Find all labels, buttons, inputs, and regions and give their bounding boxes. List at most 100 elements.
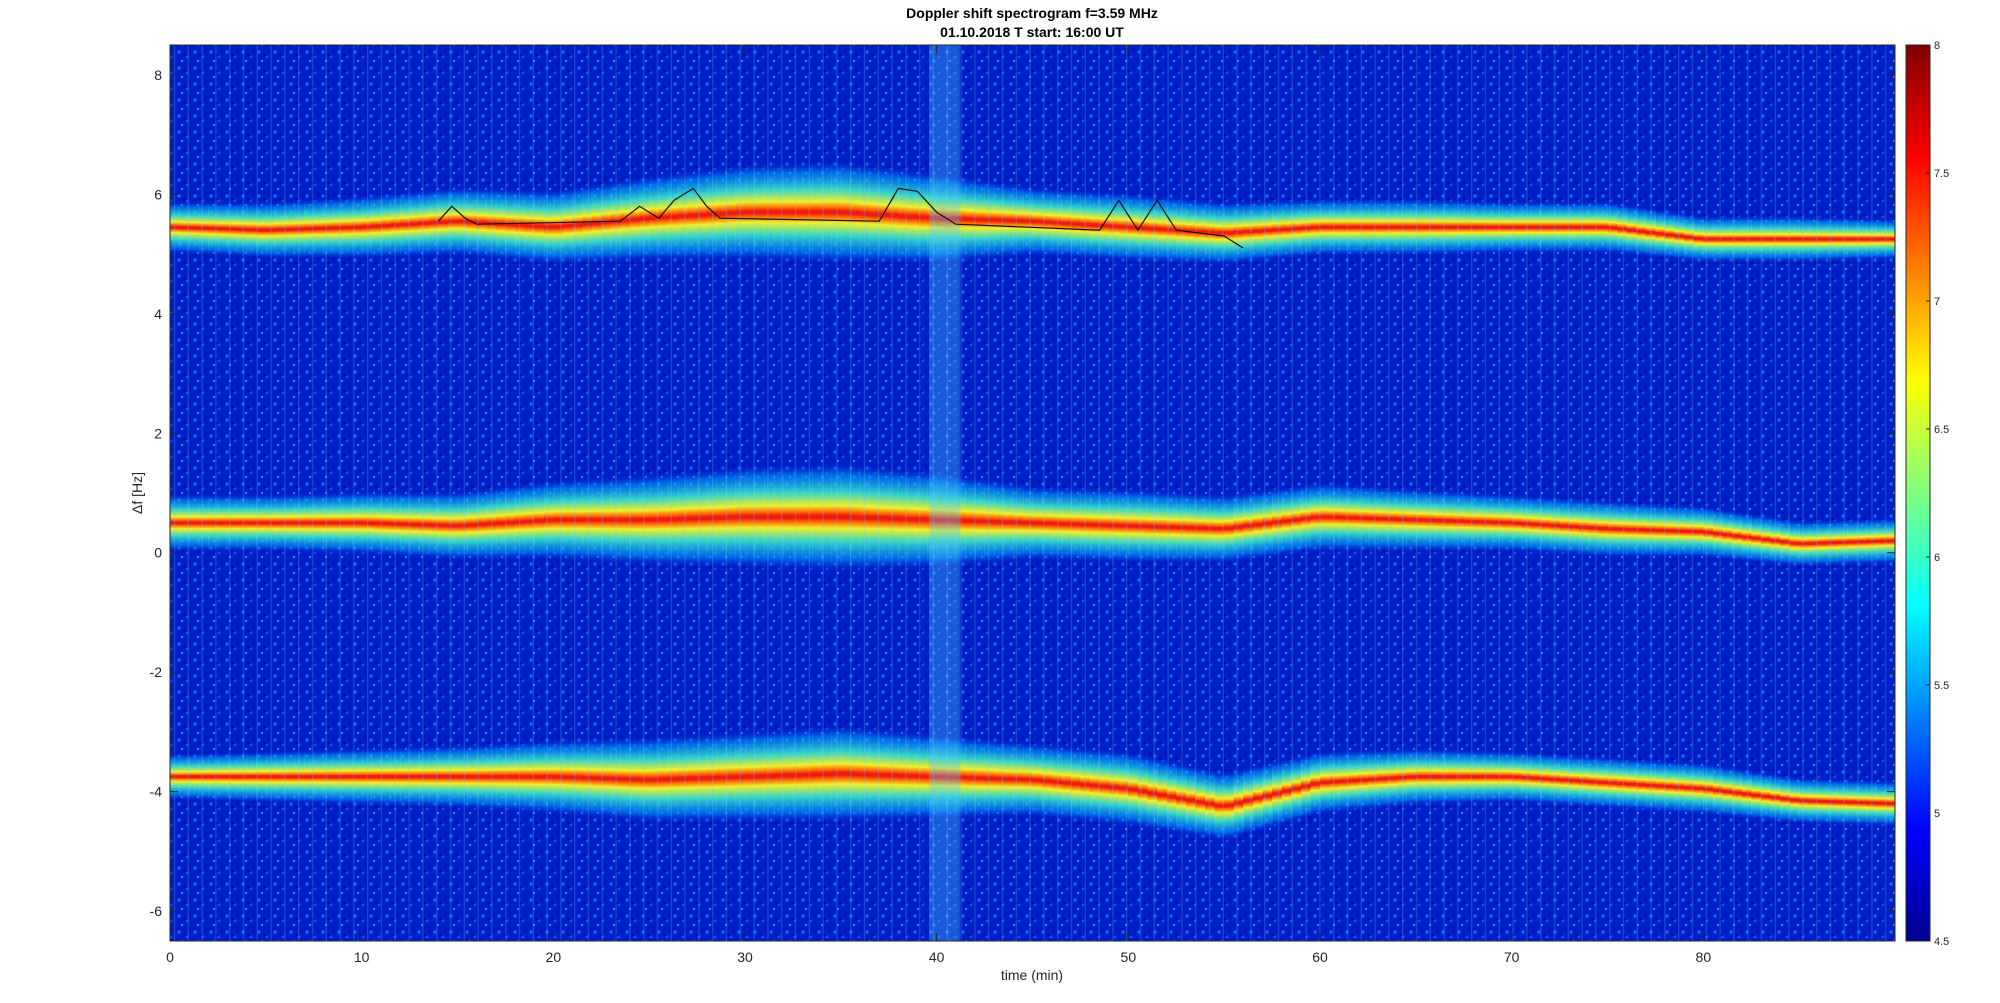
- plot-frame: [169, 44, 1896, 942]
- y-tick-label: 6: [154, 186, 162, 202]
- stripe: [615, 45, 617, 941]
- stripe: [767, 45, 769, 941]
- stripe: [753, 45, 755, 941]
- stripe: [863, 45, 866, 941]
- stripe: [242, 45, 245, 941]
- stripe: [1346, 45, 1349, 941]
- stripe: [1526, 45, 1528, 941]
- stripe: [1057, 45, 1059, 941]
- y-tick-label: -6: [150, 903, 163, 919]
- stripe: [1429, 45, 1431, 941]
- x-tick-label: 80: [1696, 949, 1712, 965]
- stripe: [1360, 45, 1362, 941]
- stripe: [1139, 45, 1142, 941]
- stripe: [1112, 45, 1114, 941]
- stripe: [1415, 45, 1418, 941]
- stripe: [532, 45, 534, 941]
- colorbar-tick-label: 4.5: [1934, 936, 1949, 948]
- stripe: [629, 45, 631, 941]
- stripe: [284, 45, 286, 941]
- stripe: [518, 45, 521, 941]
- stripe: [422, 45, 424, 941]
- stripe: [187, 45, 189, 941]
- x-tick-label: 50: [1121, 949, 1137, 965]
- band-1-core: [170, 210, 1895, 241]
- stripe: [1691, 45, 1694, 941]
- stripe: [298, 45, 300, 941]
- colorbar-ticks: 4.5 5 5.5 6 6.5 7 7.5 8: [1926, 40, 1949, 948]
- x-tick-label: 40: [929, 949, 945, 965]
- stripe: [1540, 45, 1542, 941]
- stripe: [1788, 45, 1790, 941]
- stripe: [1678, 45, 1680, 941]
- stripe: [408, 45, 410, 941]
- stripe: [1181, 45, 1183, 941]
- stripe: [905, 45, 907, 941]
- y-tick-label: 0: [154, 545, 162, 561]
- stripe: [1443, 45, 1445, 941]
- stripe: [1222, 45, 1224, 941]
- y-axis-label: Δf [Hz]: [129, 472, 145, 514]
- band-2-core: [170, 515, 1895, 546]
- x-axis-label: time (min): [1001, 967, 1063, 983]
- stripe: [1208, 45, 1211, 941]
- stripe: [1084, 45, 1086, 941]
- stripe: [587, 45, 590, 941]
- stripe: [1195, 45, 1197, 941]
- stripe: [1816, 45, 1818, 941]
- stripe: [1484, 45, 1487, 941]
- stripe: [988, 45, 990, 941]
- stripe: [1774, 45, 1776, 941]
- stripe: [353, 45, 355, 941]
- x-axis-ticks: 0 10 20 30 40 50 60 70 80: [166, 45, 1711, 965]
- y-axis-ticks: -6 -4 -2 0 2 4 6 8: [150, 67, 1895, 919]
- stripe: [1001, 45, 1004, 941]
- stripe: [1885, 45, 1887, 941]
- stripe: [643, 45, 645, 941]
- stripe: [1595, 45, 1597, 941]
- stripe: [1857, 45, 1859, 941]
- stripe: [173, 45, 176, 941]
- stripe: [574, 45, 576, 941]
- stripe: [1747, 45, 1749, 941]
- stripe: [1581, 45, 1583, 941]
- stripe: [877, 45, 879, 941]
- stripe: [546, 45, 548, 941]
- stripe: [1650, 45, 1652, 941]
- x-tick-label: 60: [1312, 949, 1328, 965]
- stripe: [836, 45, 838, 941]
- stripe: [1070, 45, 1073, 941]
- stripe: [929, 45, 960, 941]
- stripe: [698, 45, 700, 941]
- stripe: [1250, 45, 1252, 941]
- stripe: [684, 45, 686, 941]
- y-tick-label: -4: [150, 784, 163, 800]
- x-tick-label: 30: [737, 949, 753, 965]
- stripe: [1567, 45, 1569, 941]
- stripe: [1098, 45, 1100, 941]
- stripe: [394, 45, 396, 941]
- stripe: [1374, 45, 1376, 941]
- chart-subtitle: 01.10.2018 T start: 16:00 UT: [940, 24, 1124, 40]
- colorbar-tick-label: 7.5: [1934, 168, 1949, 180]
- stripe: [1029, 45, 1031, 941]
- stripe: [256, 45, 258, 941]
- stripe: [270, 45, 272, 941]
- colorbar-tick-label: 8: [1934, 40, 1940, 52]
- stripe: [1277, 45, 1280, 941]
- stripe: [1043, 45, 1045, 941]
- band-3-core: [170, 772, 1895, 809]
- stripe: [1802, 45, 1804, 941]
- stripe: [1512, 45, 1514, 941]
- stripe: [1498, 45, 1500, 941]
- stripe: [822, 45, 824, 941]
- stripe: [725, 45, 728, 941]
- stripe: [1015, 45, 1017, 941]
- stripe: [1264, 45, 1266, 941]
- stripe: [215, 45, 217, 941]
- stripe: [670, 45, 672, 941]
- stripe: [1305, 45, 1307, 941]
- stripe: [325, 45, 327, 941]
- stripe: [367, 45, 369, 941]
